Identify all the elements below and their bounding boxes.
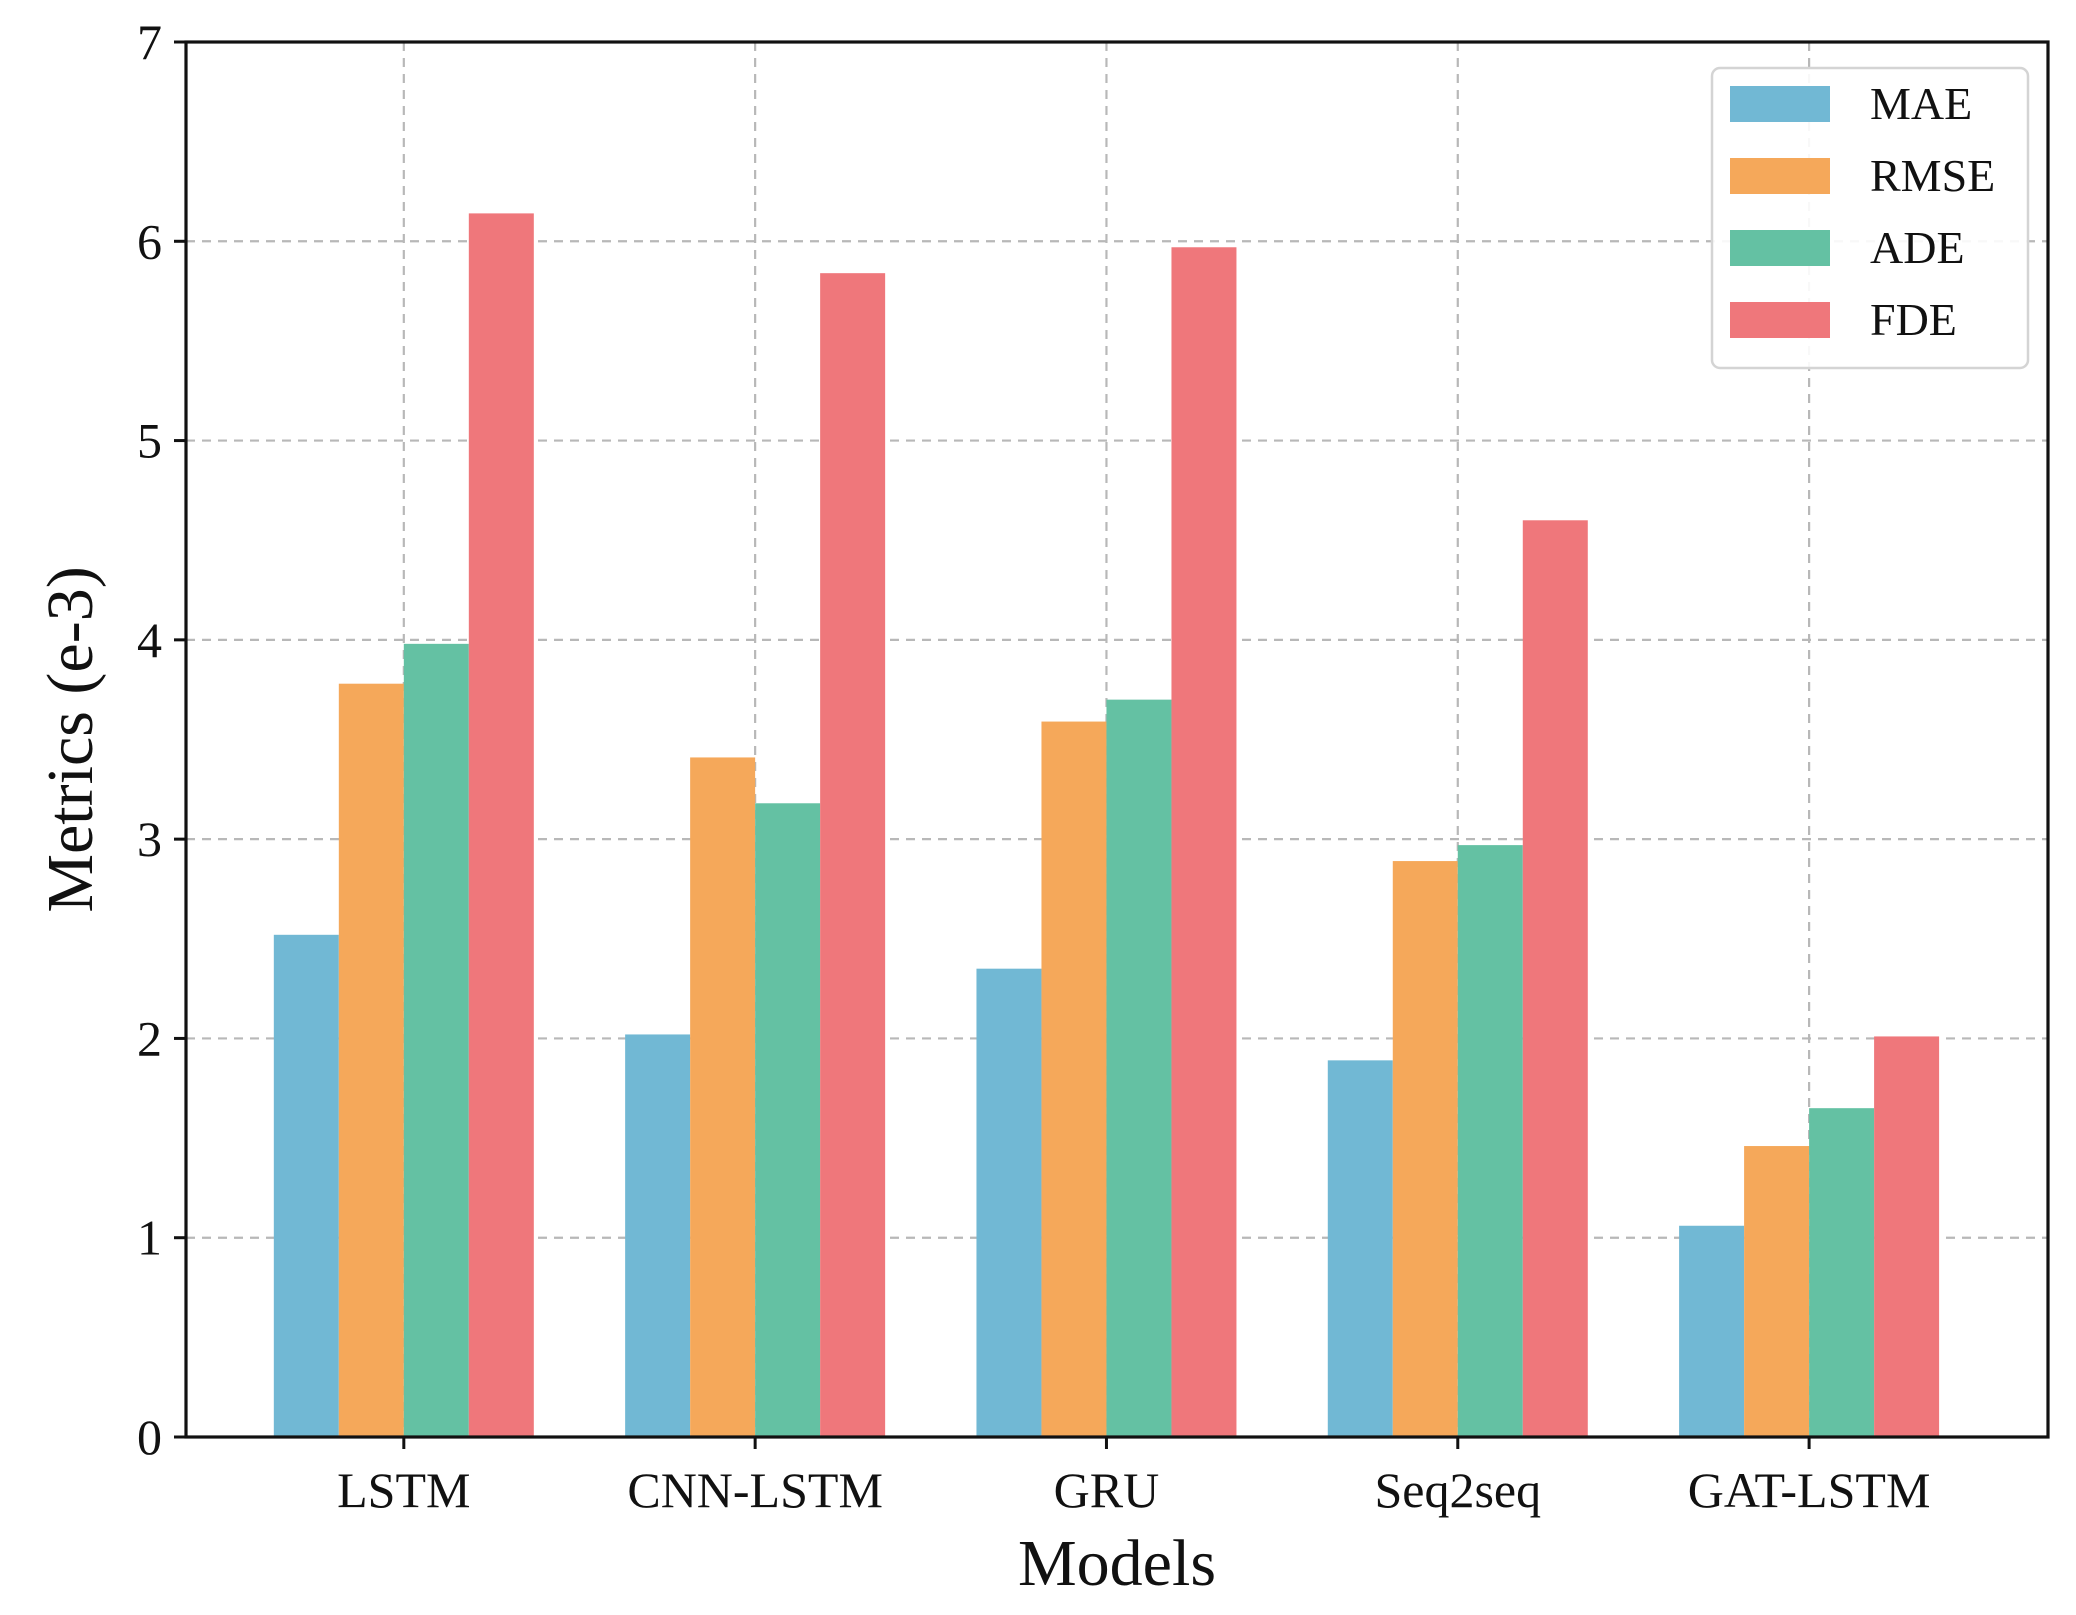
legend-label-mae: MAE bbox=[1870, 78, 1972, 129]
x-tick-label: CNN-LSTM bbox=[627, 1462, 883, 1518]
y-axis-title: Metrics (e-3) bbox=[34, 566, 107, 912]
bar-ade-cnn-lstm bbox=[755, 803, 821, 1437]
bar-fde-lstm bbox=[468, 213, 534, 1437]
bar-mae-lstm bbox=[273, 934, 339, 1437]
x-axis-title: Models bbox=[1018, 1527, 1216, 1600]
legend-label-ade: ADE bbox=[1870, 222, 1965, 273]
y-tick-label: 2 bbox=[137, 1010, 162, 1066]
legend-box bbox=[1710, 66, 2030, 370]
bar-fde-gru bbox=[1171, 247, 1237, 1437]
x-tick-label: LSTM bbox=[337, 1462, 470, 1518]
bar-mae-gru bbox=[976, 968, 1042, 1437]
bars bbox=[273, 213, 1940, 1438]
x-tick-label: Seq2seq bbox=[1374, 1462, 1541, 1518]
bar-rmse-cnn-lstm bbox=[690, 757, 756, 1437]
plot-frame bbox=[184, 40, 2050, 1439]
legend-label-rmse: RMSE bbox=[1870, 150, 1995, 201]
x-tick-label: GRU bbox=[1054, 1462, 1160, 1518]
y-tick-label: 5 bbox=[137, 413, 162, 469]
legend: MAE RMSE ADE FDE bbox=[1710, 66, 2030, 370]
bar-rmse-gru bbox=[1041, 721, 1107, 1437]
legend-swatch-ade bbox=[1730, 230, 1830, 266]
bar-fde-cnn-lstm bbox=[820, 273, 886, 1438]
bar-rmse-seq2seq bbox=[1392, 861, 1458, 1437]
bar-ade-gat-lstm bbox=[1809, 1108, 1875, 1437]
legend-swatch-rmse bbox=[1730, 158, 1830, 194]
y-tick-label: 7 bbox=[137, 14, 162, 70]
y-tick-label: 6 bbox=[137, 213, 162, 269]
bar-ade-gru bbox=[1106, 699, 1172, 1437]
bar-mae-seq2seq bbox=[1327, 1060, 1393, 1437]
y-tick-label: 0 bbox=[137, 1409, 162, 1465]
bar-mae-cnn-lstm bbox=[625, 1034, 691, 1437]
y-tick-label: 3 bbox=[137, 811, 162, 867]
y-tick-label: 4 bbox=[137, 612, 162, 668]
legend-swatch-fde bbox=[1730, 302, 1830, 338]
legend-swatch-mae bbox=[1730, 86, 1830, 122]
bar-ade-seq2seq bbox=[1457, 845, 1523, 1437]
bar-ade-lstm bbox=[403, 643, 469, 1437]
y-tick-label: 1 bbox=[137, 1210, 162, 1266]
bar-mae-gat-lstm bbox=[1679, 1225, 1745, 1437]
x-tick-label: GAT-LSTM bbox=[1688, 1462, 1931, 1518]
bar-fde-seq2seq bbox=[1522, 520, 1588, 1437]
legend-label-fde: FDE bbox=[1870, 294, 1957, 345]
bar-rmse-gat-lstm bbox=[1744, 1146, 1810, 1437]
bar-rmse-lstm bbox=[338, 683, 404, 1437]
bar-fde-gat-lstm bbox=[1874, 1036, 1940, 1437]
axis-ticks: 0 1 2 3 4 5 6 7 LSTM CNN-LSTM GRU Seq2seq GAT-LSTM bbox=[137, 14, 1930, 1518]
